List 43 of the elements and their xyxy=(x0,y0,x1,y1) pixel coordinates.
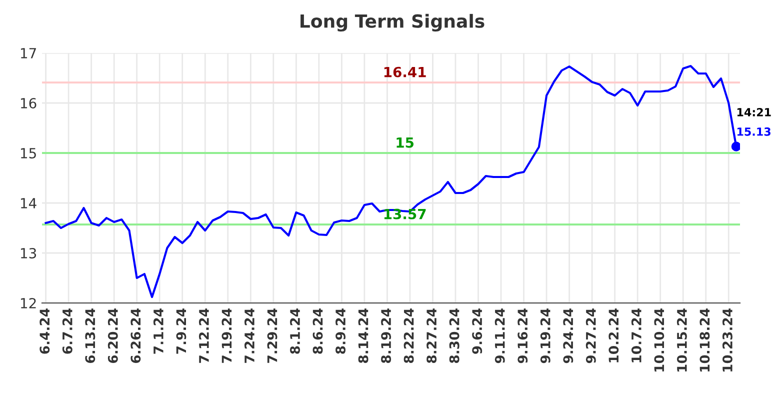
x-tick-label: 7.1.24 xyxy=(153,308,164,354)
x-tick-label: 7.29.24 xyxy=(267,308,278,363)
x-tick-label: 10.15.24 xyxy=(676,308,687,372)
chart-title: Long Term Signals xyxy=(300,14,484,32)
x-tick-label: 9.24.24 xyxy=(563,308,574,364)
x-tick-label: 9.19.24 xyxy=(540,308,550,364)
x-tick-label: 9.27.24 xyxy=(586,308,596,364)
x-tick-label: 8.30.24 xyxy=(449,308,460,363)
x-tick-label: 8.27.24 xyxy=(426,308,437,363)
x-tick-label: 8.6.24 xyxy=(312,308,323,354)
y-tick-label: 14 xyxy=(20,198,36,208)
x-tick-label: 6.7.24 xyxy=(62,308,72,354)
x-tick-label: 10.18.24 xyxy=(700,308,710,372)
x-tick-label: 10.10.24 xyxy=(654,308,664,372)
x-tick-label: 7.9.24 xyxy=(176,308,186,354)
annotation: 15.13 xyxy=(737,127,770,136)
x-tick-label: 6.26.24 xyxy=(130,308,141,363)
y-tick-label: 13 xyxy=(20,248,36,258)
annotation: 14:21 xyxy=(737,108,771,116)
x-tick-label: 6.13.24 xyxy=(85,308,96,363)
x-tick-label: 9.6.24 xyxy=(472,308,482,354)
y-tick-label: 12 xyxy=(20,298,36,308)
x-tick-label: 6.20.24 xyxy=(108,308,118,363)
x-tick-label: 9.11.24 xyxy=(494,308,505,364)
x-tick-label: 8.14.24 xyxy=(358,308,368,363)
x-tick-label: 8.1.24 xyxy=(290,308,300,354)
x-tick-label: 6.4.24 xyxy=(40,308,50,354)
y-tick-label: 17 xyxy=(20,48,36,58)
x-tick-label: 8.19.24 xyxy=(381,308,392,363)
ref-line-label: 16.41 xyxy=(384,66,426,78)
y-tick-label: 15 xyxy=(20,148,36,158)
x-tick-label: 7.12.24 xyxy=(198,308,209,363)
x-tick-label: 8.22.24 xyxy=(404,308,414,363)
x-tick-label: 7.24.24 xyxy=(244,308,254,363)
x-tick-label: 9.16.24 xyxy=(518,308,528,364)
ref-line-label: 13.57 xyxy=(384,208,426,220)
x-tick-label: 10.2.24 xyxy=(608,308,619,362)
x-tick-label: 7.19.24 xyxy=(222,308,232,363)
y-tick-label: 16 xyxy=(20,98,36,108)
x-tick-label: 8.9.24 xyxy=(336,308,346,354)
x-tick-label: 10.7.24 xyxy=(631,308,642,362)
x-tick-label: 10.23.24 xyxy=(722,308,732,372)
ref-line-label: 15 xyxy=(396,137,414,148)
